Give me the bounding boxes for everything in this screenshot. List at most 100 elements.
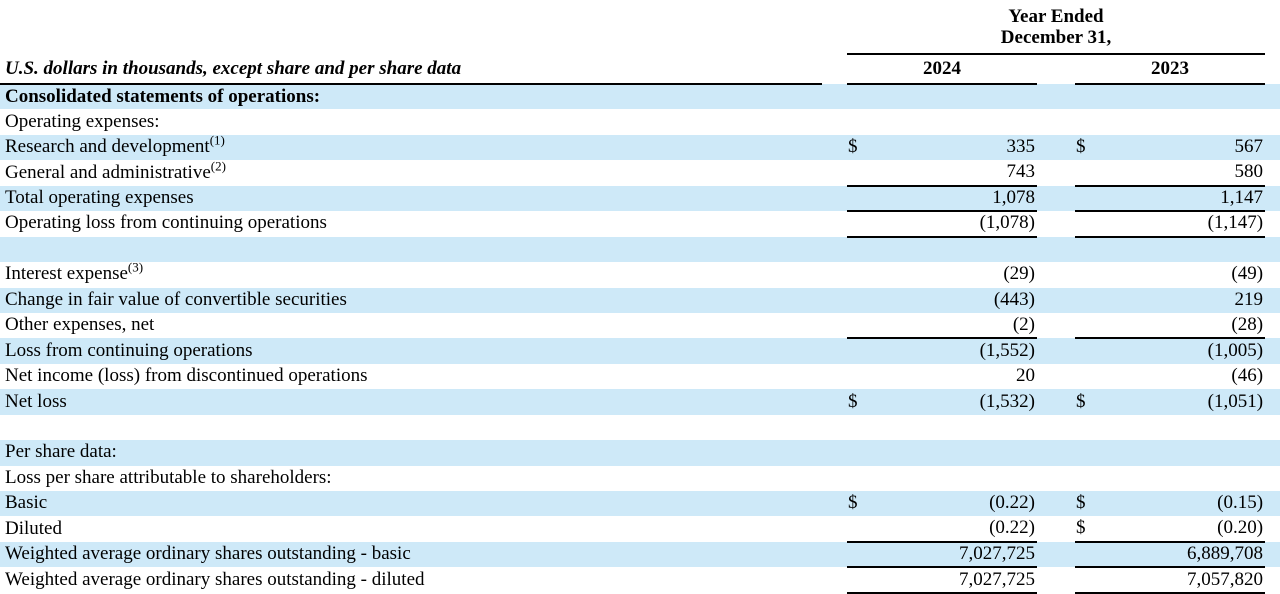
currency-symbol-2024	[847, 567, 865, 594]
currency-symbol-2024	[847, 211, 865, 238]
column-gap	[1037, 160, 1075, 185]
row-label-cell	[0, 236, 822, 263]
column-gap	[1037, 134, 1075, 161]
right-margin	[1265, 185, 1280, 212]
right-margin	[1265, 287, 1280, 313]
table-row: Loss from continuing operations (1,552) …	[0, 338, 1280, 364]
footnote-ref: (1)	[209, 134, 225, 148]
row-label: Net income (loss) from discontinued oper…	[5, 365, 368, 387]
table-row: Consolidated statements of operations:	[0, 84, 1280, 110]
value-2023: (0.15)	[1093, 491, 1266, 517]
table-row: Net income (loss) from discontinued oper…	[0, 364, 1280, 389]
column-gap	[1037, 313, 1075, 338]
row-label-cell: Change in fair value of convertible secu…	[0, 287, 822, 313]
currency-symbol-2024	[847, 338, 865, 364]
value-2023: (49)	[1231, 263, 1264, 285]
right-margin	[1265, 211, 1280, 236]
column-gap	[822, 440, 847, 466]
currency-symbol-2024	[847, 287, 865, 313]
value-2024: (1,532)	[865, 389, 1037, 415]
value-2024	[865, 109, 1037, 134]
statement-header: Year Ended December 31, U.S. dollars in …	[0, 0, 1280, 85]
right-margin	[1265, 440, 1280, 466]
column-gap	[1037, 491, 1075, 517]
currency-symbol-2024: $	[847, 134, 865, 161]
currency-symbol-2023	[1075, 109, 1093, 134]
table-row: Operating expenses:	[0, 109, 1280, 134]
column-gap	[822, 211, 847, 236]
row-label: Loss from continuing operations	[5, 339, 253, 361]
row-label-cell: Interest expense(3)	[0, 262, 822, 287]
year-column-header-2023: 2023	[1075, 54, 1266, 85]
row-label: Basic	[5, 492, 48, 514]
row-label-cell: Operating loss from continuing operation…	[0, 211, 822, 236]
row-label-cell	[0, 415, 822, 440]
column-gap	[822, 415, 847, 440]
currency-symbol-2023	[1075, 541, 1093, 569]
column-gap	[1037, 109, 1075, 134]
currency-symbol-2023	[1075, 415, 1093, 440]
row-label: Weighted average ordinary shares outstan…	[5, 543, 411, 565]
row-label: Total operating expenses	[5, 187, 194, 209]
right-margin	[1265, 313, 1280, 338]
row-label-cell: Diluted	[0, 516, 822, 541]
table-row: Weighted average ordinary shares outstan…	[0, 541, 1280, 569]
right-margin	[1265, 109, 1280, 134]
row-label-cell: Loss from continuing operations	[0, 338, 822, 364]
column-gap	[822, 567, 847, 592]
column-gap	[1037, 466, 1075, 491]
right-margin	[1265, 541, 1280, 568]
currency-symbol-2024	[847, 109, 865, 134]
value-2024	[865, 440, 1037, 466]
period-header-line1: Year Ended	[1008, 6, 1104, 28]
value-2024: 743	[865, 160, 1037, 187]
row-label-cell: Net income (loss) from discontinued oper…	[0, 364, 822, 389]
row-label-cell: Consolidated statements of operations:	[0, 84, 822, 110]
value-2024: 1,078	[865, 185, 1037, 213]
value-2023: (0.20)	[1093, 516, 1266, 543]
value-2023	[1093, 466, 1265, 491]
currency-symbol-2023	[1075, 211, 1093, 238]
table-row: Per share data:	[0, 440, 1280, 466]
currency-symbol-2023: $	[1075, 491, 1093, 517]
header-spacer	[1265, 28, 1280, 54]
header-spacer	[0, 28, 847, 54]
value-2023: 219	[1093, 287, 1266, 313]
footnote-ref: (3)	[127, 262, 144, 275]
column-gap	[822, 262, 847, 287]
period-header-line2: December 31,	[847, 28, 1266, 55]
currency-symbol-2023	[1075, 466, 1093, 491]
value-2024: 7,027,725	[865, 567, 1037, 594]
row-label: Operating loss from continuing operation…	[5, 212, 327, 234]
row-label: Operating expenses:	[5, 110, 160, 132]
row-label-cell: Other expenses, net	[0, 313, 822, 338]
row-label: Weighted average ordinary shares outstan…	[5, 568, 425, 590]
value-2024	[865, 466, 1037, 491]
column-gap	[822, 541, 847, 568]
row-label-cell: Research and development(1)	[0, 134, 822, 161]
value-2023: (1,051)	[1093, 389, 1266, 415]
header-spacer	[1265, 54, 1280, 84]
currency-symbol-2023	[1075, 160, 1093, 187]
right-margin	[1265, 84, 1280, 110]
value-2024: (0.22)	[865, 491, 1037, 517]
table-row	[0, 236, 1280, 263]
currency-symbol-2023	[1075, 364, 1093, 389]
currency-symbol-2023	[1075, 312, 1093, 340]
column-gap	[1037, 236, 1075, 263]
value-2023: 6,889,708	[1093, 541, 1266, 569]
right-margin	[1265, 389, 1280, 415]
column-gap	[1037, 262, 1075, 287]
currency-symbol-2023	[1075, 287, 1093, 313]
value-2023: (46)	[1231, 365, 1264, 387]
column-gap	[822, 134, 847, 161]
value-2024	[865, 84, 1037, 110]
column-gap	[1037, 541, 1075, 568]
value-2024: 335	[865, 134, 1037, 161]
currency-symbol-2024	[847, 364, 865, 389]
currency-symbol-2024	[847, 415, 865, 440]
column-gap	[822, 466, 847, 491]
column-gap	[822, 313, 847, 338]
currency-symbol-2023	[1075, 262, 1093, 287]
table-row: Change in fair value of convertible secu…	[0, 287, 1280, 313]
